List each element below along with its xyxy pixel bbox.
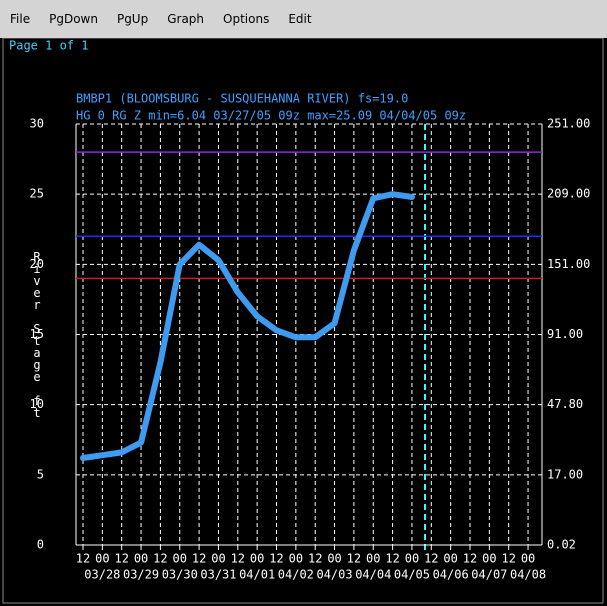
menu-bar: File PgDown PgUp Graph Options Edit (0, 0, 607, 38)
y2-tick-label: 17.00 (547, 467, 583, 481)
x-tick-label: 00 (327, 552, 341, 566)
x-tick-label: 12 (347, 552, 361, 566)
x-tick-label: 00 (95, 552, 109, 566)
y-tick-label: 10 (30, 397, 44, 411)
y2-tick-label: 209.00 (547, 187, 590, 201)
y-tick-label: 5 (37, 467, 44, 481)
x-date-label: 04/08 (510, 568, 546, 582)
x-tick-label: 12 (153, 552, 167, 566)
x-date-label: 04/01 (239, 568, 275, 582)
x-tick-label: 12 (76, 552, 90, 566)
menu-item[interactable]: Edit (288, 12, 312, 26)
x-tick-label: 12 (114, 552, 128, 566)
series-line (80, 191, 415, 461)
background (0, 38, 607, 606)
menu-item[interactable]: Options (223, 12, 270, 26)
x-date-label: 04/03 (316, 568, 352, 582)
x-tick-label: 12 (385, 552, 399, 566)
x-date-label: 04/07 (471, 568, 507, 582)
page-label: Page 1 of 1 (9, 39, 88, 53)
x-tick-label: 00 (173, 552, 187, 566)
x-date-label: 03/30 (162, 568, 198, 582)
x-tick-label: 12 (231, 552, 245, 566)
y-axis-label: River Stage ft (30, 250, 44, 418)
frame (2, 38, 604, 604)
x-tick-label: 12 (192, 552, 206, 566)
y-tick-label: 15 (30, 327, 44, 341)
x-tick-label: 00 (289, 552, 303, 566)
x-tick-label: 00 (134, 552, 148, 566)
y-tick-label: 30 (30, 117, 44, 131)
x-tick-label: 00 (443, 552, 457, 566)
y2-tick-label: 91.00 (547, 327, 583, 341)
y2-tick-label: 0.02 (547, 538, 576, 552)
x-date-label: 03/29 (123, 568, 159, 582)
x-tick-label: 00 (405, 552, 419, 566)
y-tick-label: 20 (30, 257, 44, 271)
x-tick-label: 12 (308, 552, 322, 566)
x-tick-label: 00 (250, 552, 264, 566)
chart-subtitle: HG 0 RG Z min=6.04 03/27/05 09z max=25.0… (76, 109, 466, 123)
y2-tick-label: 151.00 (547, 257, 590, 271)
y-tick-label: 25 (30, 187, 44, 201)
x-tick-label: 12 (424, 552, 438, 566)
menu-item[interactable]: PgUp (116, 12, 149, 26)
x-date-label: 04/06 (433, 568, 469, 582)
x-date-label: 04/04 (355, 568, 391, 582)
y2-tick-label: 47.80 (547, 397, 583, 411)
menu-item[interactable]: Graph (167, 12, 205, 26)
x-tick-label: 12 (501, 552, 515, 566)
x-date-label: 04/02 (278, 568, 314, 582)
x-tick-label: 00 (211, 552, 225, 566)
x-tick-label: 00 (366, 552, 380, 566)
chart-title: BMBP1 (BLOOMSBURG - SUSQUEHANNA RIVER) f… (76, 92, 408, 106)
menu-item[interactable]: File (10, 12, 31, 26)
chart: Page 1 of 1 BMBP1 (BLOOMSBURG - SUSQUEHA… (0, 38, 607, 606)
x-tick-label: 12 (269, 552, 283, 566)
x-date-label: 03/28 (84, 568, 120, 582)
x-tick-label: 00 (482, 552, 496, 566)
x-date-label: 03/31 (200, 568, 236, 582)
x-date-label: 04/05 (394, 568, 430, 582)
menu-item[interactable]: PgDown (49, 12, 98, 26)
y-tick-label: 0 (37, 538, 44, 552)
x-tick-label: 00 (521, 552, 535, 566)
y2-tick-label: 251.00 (547, 117, 590, 131)
x-tick-label: 12 (463, 552, 477, 566)
